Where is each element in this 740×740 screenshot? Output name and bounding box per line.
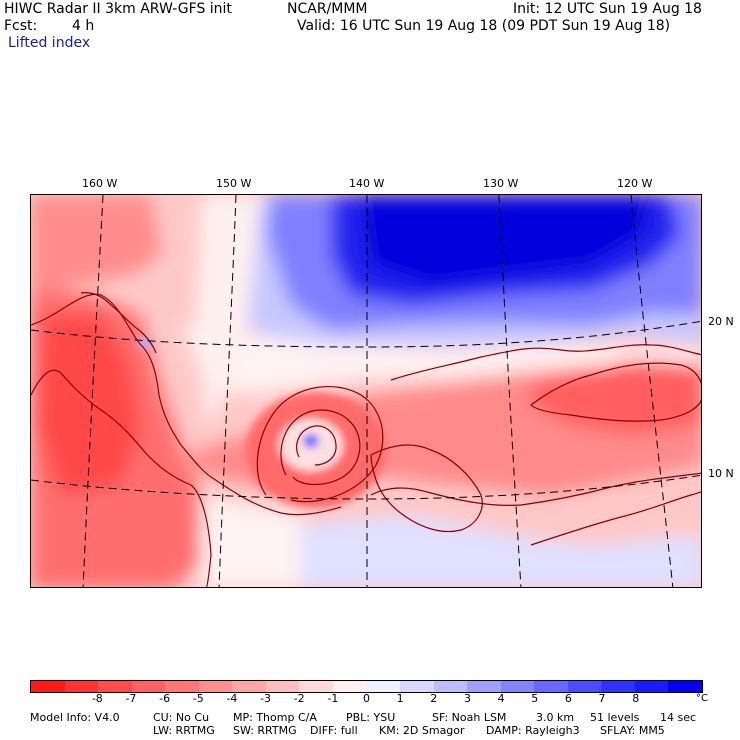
contour-hurricane-1 [256, 385, 384, 503]
hawaii-cell [138, 337, 152, 349]
contour-hurricane-2 [280, 409, 361, 486]
colorbar-tick-label: 8 [632, 692, 640, 705]
graticule [31, 195, 701, 587]
colorbar-tick-label: -8 [91, 692, 103, 705]
lon-label-140w: 140 W [349, 177, 385, 190]
colorbar-swatch [467, 681, 501, 692]
meridian-130w [498, 195, 522, 587]
colorbar-tick-label: -1 [327, 692, 339, 705]
colorbar-tick-label: -6 [159, 692, 171, 705]
model-info-diffusion: DIFF: full [310, 724, 358, 737]
colorbar-tick-label: 7 [598, 692, 606, 705]
colorbar-swatch [500, 681, 535, 692]
colorbar-tick-label: 6 [564, 692, 572, 705]
model-info-microphysics: MP: Thomp C/A [233, 711, 317, 724]
contour-west [31, 293, 342, 516]
colorbar-swatch [668, 681, 702, 692]
colorbar-tick-label: 0 [363, 692, 370, 705]
model-info-pbl: PBL: YSU [346, 711, 396, 724]
model-info-resolution: 3.0 km [536, 711, 575, 724]
contour-hurricane-3 [296, 425, 337, 466]
model-info-sflay: SFLAY: MM5 [600, 724, 665, 737]
colorbar-tick-label: 5 [531, 692, 539, 705]
neutral-west [196, 195, 261, 425]
colorbar-swatch [332, 681, 367, 692]
colorbar-swatch [131, 681, 166, 692]
lon-label-150w: 150 W [216, 177, 252, 190]
colorbar-swatch [265, 681, 300, 692]
colorbar-swatch [567, 681, 602, 692]
model-info-cumulus: CU: No Cu [153, 711, 210, 724]
init-time: Init: 12 UTC Sun 19 Aug 18 [513, 1, 702, 17]
colorbar-unit: °C [696, 693, 708, 704]
forecast-hours: 4 h [72, 18, 95, 34]
colorbar-tick-label: 1 [396, 692, 404, 705]
colorbar-swatch [232, 681, 266, 692]
colorbar-swatch [299, 681, 333, 692]
contour-lines [31, 292, 701, 587]
colorbar-tick-label: 2 [430, 692, 438, 705]
colorbar-tick-label: -2 [293, 692, 305, 705]
stable-region-core [361, 195, 651, 285]
forecast-label: Fcst: [4, 18, 38, 34]
lon-label-130w: 130 W [483, 177, 519, 190]
unstable-northwest [31, 195, 161, 295]
southern-strip [291, 515, 701, 587]
model-info-longwave: LW: RRTMG [153, 724, 215, 737]
hurricane-eye [303, 434, 319, 448]
colorbar-tick-label: -3 [260, 692, 272, 705]
colorbar-swatch [31, 681, 65, 692]
model-info-damping: DAMP: Rayleigh3 [486, 724, 580, 737]
hurricane-detail [138, 337, 386, 508]
colorbar-tick-label: -5 [192, 692, 204, 705]
colorbar-swatch [534, 681, 568, 692]
meridian-150w [218, 195, 237, 587]
lat-label-10n: 10 N [708, 467, 734, 480]
contour-west-2 [31, 369, 212, 587]
colorbar-tick-label: -4 [226, 692, 238, 705]
model-info-levels: 51 levels [590, 711, 640, 724]
lon-label-160w: 160 W [82, 177, 118, 190]
model-info-version: Model Info: V4.0 [30, 711, 120, 724]
colorbar-swatch [98, 681, 132, 692]
itcz-east-core [531, 360, 701, 435]
product-title: HIWC Radar II 3km ARW-GFS init [4, 1, 232, 17]
contour-central [370, 444, 483, 533]
meridian-120w [630, 195, 674, 587]
lat-label-20n: 20 N [708, 315, 734, 328]
colorbar-swatch [634, 681, 669, 692]
contour-itcz-east [530, 362, 701, 422]
colorbar-swatch [433, 681, 468, 692]
southern-strip-white [201, 495, 301, 587]
model-info-timestep: 14 sec [660, 711, 697, 724]
field-name: Lifted index [8, 35, 91, 51]
model-info-shortwave: SW: RRTMG [233, 724, 297, 737]
neutral-band [181, 325, 701, 395]
contour-itcz-north [390, 344, 701, 381]
colorbar-swatch [198, 681, 233, 692]
organization-label: NCAR/MMM [287, 1, 368, 17]
contour-south-east [530, 491, 701, 546]
colorbar-swatch [366, 681, 401, 692]
contour-itcz-south [370, 472, 701, 506]
colorbar-tick-label: 4 [497, 692, 505, 705]
unstable-west-core [36, 315, 141, 495]
colorbar-tick-label: -7 [125, 692, 137, 705]
colorbar-swatch [64, 681, 99, 692]
model-info-eddy: KM: 2D Smagor [379, 724, 465, 737]
lon-label-120w: 120 W [617, 177, 653, 190]
colorbar-tick-label: 3 [463, 692, 471, 705]
colorbar-swatch [165, 681, 199, 692]
colorbar-swatch [601, 681, 635, 692]
colorbar [30, 680, 703, 693]
map-canvas [31, 195, 701, 587]
model-info-surface: SF: Noah LSM [432, 711, 507, 724]
colorbar-swatch [400, 681, 434, 692]
lifted-index-map [30, 194, 702, 588]
valid-time: Valid: 16 UTC Sun 19 Aug 18 (09 PDT Sun … [297, 18, 671, 34]
meridian-160w [82, 195, 104, 587]
